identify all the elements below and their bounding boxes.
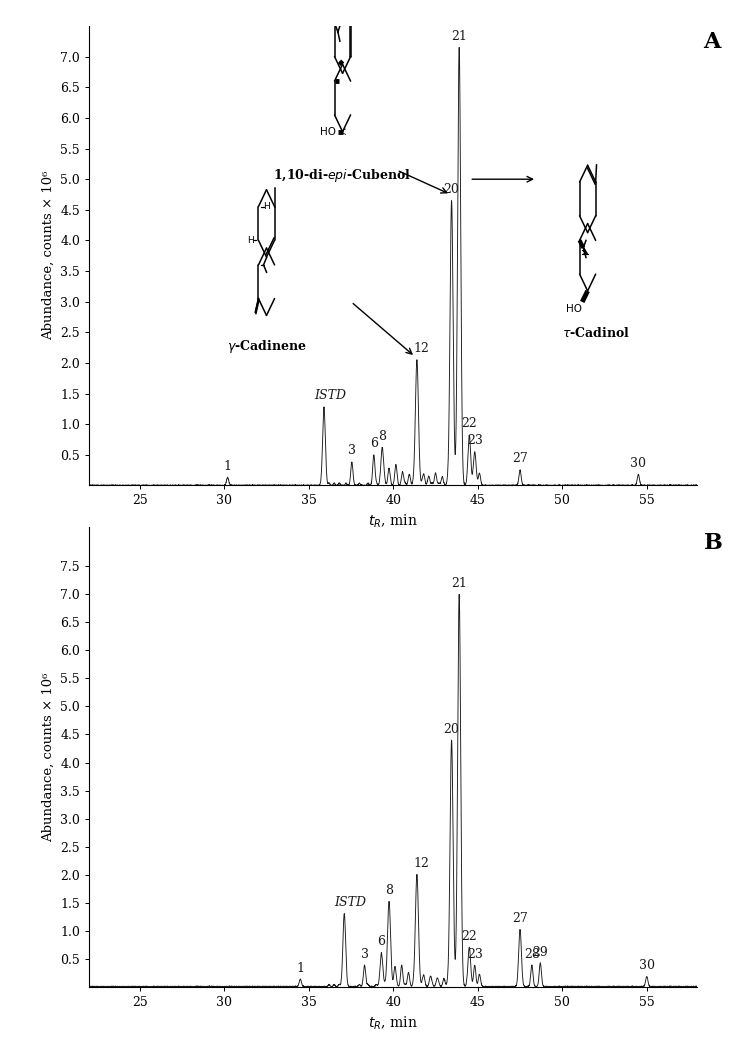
Text: 3: 3	[361, 948, 369, 960]
Text: 8: 8	[378, 429, 387, 443]
Text: ISTD: ISTD	[314, 389, 346, 402]
Text: HO: HO	[321, 126, 336, 137]
Text: 21: 21	[451, 29, 467, 43]
Text: 23: 23	[467, 948, 482, 960]
Text: 6: 6	[370, 437, 378, 450]
Text: 12: 12	[413, 342, 429, 355]
Text: 3: 3	[348, 445, 356, 457]
Text: B: B	[703, 531, 723, 553]
Y-axis label: Abundance, counts × 10⁶: Abundance, counts × 10⁶	[42, 171, 55, 340]
Text: 12: 12	[413, 857, 429, 870]
Text: 30: 30	[639, 959, 654, 972]
Text: 1: 1	[223, 459, 232, 473]
Text: 1,10-di-$epi$-Cubenol: 1,10-di-$epi$-Cubenol	[274, 167, 412, 184]
X-axis label: $t_R$, min: $t_R$, min	[369, 1014, 418, 1031]
Text: 22: 22	[462, 418, 477, 430]
Text: 27: 27	[512, 452, 528, 466]
Text: 28: 28	[524, 948, 539, 960]
Text: ISTD: ISTD	[334, 896, 366, 909]
Text: 27: 27	[512, 912, 528, 925]
Text: 1: 1	[296, 962, 304, 975]
Text: 22: 22	[462, 930, 477, 943]
Text: $\tau$-Cadinol: $\tau$-Cadinol	[562, 326, 630, 340]
Text: 20: 20	[444, 183, 459, 196]
Text: 20: 20	[444, 722, 459, 736]
Text: 23: 23	[467, 434, 482, 447]
Text: 6: 6	[378, 935, 385, 949]
Text: $\gamma$-Cadinene: $\gamma$-Cadinene	[227, 338, 306, 355]
Y-axis label: Abundance, counts × 10⁶: Abundance, counts × 10⁶	[42, 672, 55, 841]
Text: 29: 29	[533, 946, 548, 958]
Text: HO: HO	[565, 305, 582, 314]
Text: H: H	[246, 236, 253, 244]
Text: 8: 8	[385, 884, 393, 897]
Text: H: H	[263, 203, 270, 211]
Text: A: A	[703, 30, 721, 52]
X-axis label: $t_R$, min: $t_R$, min	[369, 513, 418, 530]
Text: 30: 30	[630, 456, 646, 470]
Text: 21: 21	[451, 577, 467, 590]
